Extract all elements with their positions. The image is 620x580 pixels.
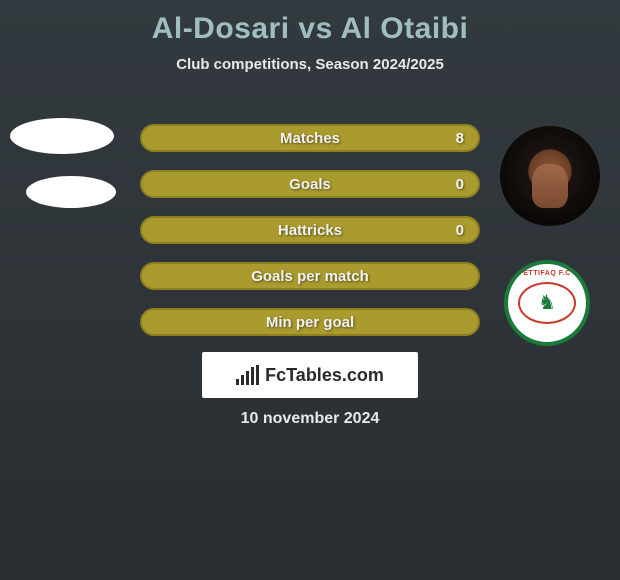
stat-label: Goals per match: [251, 268, 369, 285]
stat-row-hattricks: Hattricks 0: [140, 216, 480, 244]
bar-chart-icon: [236, 365, 259, 385]
player-left-avatar: [10, 118, 116, 208]
branding-badge: FcTables.com: [202, 352, 418, 398]
branding-text: FcTables.com: [265, 365, 384, 386]
title: Al-Dosari vs Al Otaibi: [0, 0, 620, 46]
club-badge-inner: ♞: [518, 282, 576, 324]
club-right-badge: ETTIFAQ F.C ♞: [504, 260, 590, 346]
stat-row-matches: Matches 8: [140, 124, 480, 152]
club-badge-label: ETTIFAQ F.C: [508, 270, 586, 277]
stat-value-right: 8: [456, 130, 464, 147]
date-label: 10 november 2024: [0, 410, 620, 428]
comparison-infographic: Al-Dosari vs Al Otaibi Club competitions…: [0, 0, 620, 580]
player-right-avatar: [500, 126, 600, 226]
stat-value-right: 0: [456, 222, 464, 239]
horse-icon: ♞: [538, 293, 556, 313]
stats-bars: Matches 8 Goals 0 Hattricks 0 Goals per …: [140, 124, 480, 354]
stat-row-min-per-goal: Min per goal: [140, 308, 480, 336]
stat-row-goals: Goals 0: [140, 170, 480, 198]
stat-label: Matches: [280, 130, 340, 147]
stat-label: Goals: [289, 176, 331, 193]
stat-value-right: 0: [456, 176, 464, 193]
placeholder-shape: [10, 118, 114, 154]
stat-label: Min per goal: [266, 314, 354, 331]
stat-row-goals-per-match: Goals per match: [140, 262, 480, 290]
placeholder-shape: [26, 176, 116, 208]
subtitle: Club competitions, Season 2024/2025: [0, 56, 620, 73]
stat-label: Hattricks: [278, 222, 342, 239]
